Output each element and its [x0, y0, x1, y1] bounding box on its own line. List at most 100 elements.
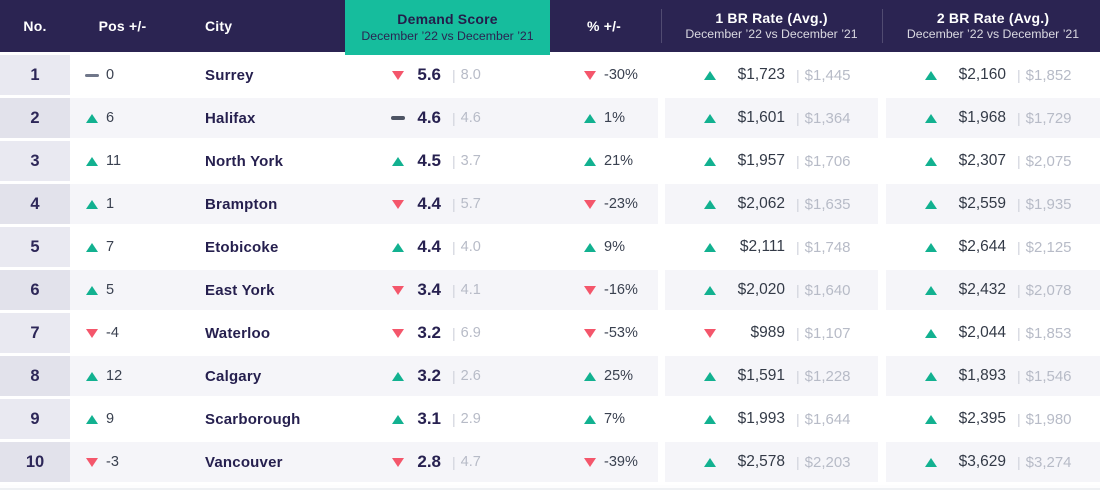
- 1br-rate-current: $1,591: [737, 367, 785, 384]
- demand-score-current: 2.8: [417, 452, 441, 471]
- 1br-rate-current: $1,723: [737, 66, 785, 83]
- demand-score-previous: 6.9: [460, 325, 481, 341]
- 1br-up-trend-icon: [703, 457, 717, 467]
- 2br-up-trend-icon: [924, 113, 938, 123]
- 1br-rate-previous: $1,635: [804, 195, 851, 213]
- column-gap: [658, 55, 665, 95]
- header-divider: [878, 0, 886, 52]
- demand-score-previous: 4.7: [460, 454, 481, 470]
- 2br-rate-current: $1,893: [958, 367, 1006, 384]
- city-name: Halifax: [205, 109, 256, 127]
- 2br-up-trend-icon: [924, 457, 938, 467]
- percent-change-value: -16%: [604, 282, 638, 298]
- position-change-cell: 1: [70, 184, 175, 224]
- percent-up-trend-icon: [583, 156, 597, 166]
- 2br-rate-cell: $2,432 | $2,078: [886, 270, 1100, 310]
- rank-number: 7: [30, 323, 40, 342]
- city-name: Calgary: [205, 367, 262, 385]
- 1br-rate-title: 1 BR Rate (Avg.): [715, 9, 828, 26]
- col-header-no-label: No.: [23, 18, 47, 34]
- table-row: 8 12 Calgary 3.2 | 2.6 25% $1,591 | $1,2…: [0, 356, 1100, 396]
- table-row: 10 -3 Vancouver 2.8 | 4.7 -39% $2,578 | …: [0, 442, 1100, 482]
- demand-up-trend-icon: [391, 371, 405, 381]
- 2br-rate-current: $2,559: [958, 195, 1006, 212]
- 2br-rate-current: $2,432: [958, 281, 1006, 298]
- 2br-rate-cell: $2,395 | $1,980: [886, 399, 1100, 439]
- rank-cell: 2: [0, 98, 70, 138]
- table-bottom-edge: [0, 485, 1100, 490]
- value-divider: |: [452, 325, 456, 341]
- rank-cell: 4: [0, 184, 70, 224]
- position-up-trend-icon: [85, 113, 99, 123]
- 1br-up-trend-icon: [703, 371, 717, 381]
- 2br-rate-cell: $2,044 | $1,853: [886, 313, 1100, 353]
- 1br-up-trend-icon: [703, 70, 717, 80]
- 1br-rate-cell: $1,601 | $1,364: [665, 98, 878, 138]
- city-name: North York: [205, 152, 284, 170]
- value-divider: |: [796, 282, 800, 298]
- 1br-rate-previous: $1,107: [804, 324, 851, 342]
- percent-change-cell: 1%: [550, 98, 658, 138]
- rank-cell: 8: [0, 356, 70, 396]
- 2br-rate-cell: $1,893 | $1,546: [886, 356, 1100, 396]
- demand-score-cell: 3.4 | 4.1: [345, 270, 550, 310]
- rank-number: 1: [30, 65, 40, 84]
- position-change-cell: 6: [70, 98, 175, 138]
- position-change-cell: 11: [70, 141, 175, 181]
- percent-change-value: 25%: [604, 368, 634, 384]
- 2br-up-trend-icon: [924, 414, 938, 424]
- demand-down-trend-icon: [391, 285, 405, 295]
- 1br-rate-cell: $2,020 | $1,640: [665, 270, 878, 310]
- 2br-up-trend-icon: [924, 285, 938, 295]
- table-row: 4 1 Brampton 4.4 | 5.7 -23% $2,062 | $1,…: [0, 184, 1100, 224]
- value-divider: |: [796, 325, 800, 341]
- table-header: No. Pos +/- City Demand Score December ’…: [0, 0, 1100, 55]
- value-divider: |: [1017, 411, 1021, 427]
- demand-score-previous: 5.7: [460, 196, 481, 212]
- table-row: 3 11 North York 4.5 | 3.7 21% $1,957 | $…: [0, 141, 1100, 181]
- city-name: Waterloo: [205, 324, 271, 342]
- value-divider: |: [796, 239, 800, 255]
- value-divider: |: [452, 282, 456, 298]
- percent-up-trend-icon: [583, 113, 597, 123]
- demand-no-change-icon: [391, 116, 405, 120]
- 2br-up-trend-icon: [924, 156, 938, 166]
- percent-up-trend-icon: [583, 414, 597, 424]
- demand-score-previous: 4.6: [460, 110, 481, 126]
- 2br-rate-cell: $3,629 | $3,274: [886, 442, 1100, 482]
- city-name: Vancouver: [205, 453, 283, 471]
- value-divider: |: [452, 368, 456, 384]
- value-divider: |: [452, 411, 456, 427]
- city-cell: East York: [175, 270, 345, 310]
- demand-score-previous: 4.0: [460, 239, 481, 255]
- 2br-rate-current: $2,160: [958, 66, 1006, 83]
- 2br-rate-title: 2 BR Rate (Avg.): [936, 9, 1050, 26]
- value-divider: |: [1017, 325, 1021, 341]
- rank-cell: 7: [0, 313, 70, 353]
- demand-score-current: 3.4: [417, 280, 441, 299]
- position-up-trend-icon: [85, 156, 99, 166]
- value-divider: |: [452, 239, 456, 255]
- demand-score-cell: 3.2 | 6.9: [345, 313, 550, 353]
- demand-score-cell: 4.4 | 4.0: [345, 227, 550, 267]
- position-up-trend-icon: [85, 199, 99, 209]
- 1br-rate-current: $2,062: [737, 195, 785, 212]
- percent-change-cell: 21%: [550, 141, 658, 181]
- position-change-value: 7: [106, 239, 115, 255]
- value-divider: |: [1017, 67, 1021, 83]
- rank-number: 5: [30, 237, 40, 256]
- 2br-up-trend-icon: [924, 199, 938, 209]
- demand-score-current: 5.6: [417, 65, 441, 84]
- col-header-no: No.: [0, 0, 70, 52]
- column-gap: [658, 98, 665, 138]
- 2br-rate-previous: $1,729: [1025, 109, 1072, 127]
- city-cell: Surrey: [175, 55, 345, 95]
- city-cell: North York: [175, 141, 345, 181]
- rank-number: 3: [30, 151, 40, 170]
- percent-change-value: -30%: [604, 67, 638, 83]
- rank-cell: 1: [0, 55, 70, 95]
- column-gap: [658, 399, 665, 439]
- column-gap: [878, 356, 886, 396]
- 2br-rate-previous: $2,078: [1025, 281, 1072, 299]
- city-cell: Brampton: [175, 184, 345, 224]
